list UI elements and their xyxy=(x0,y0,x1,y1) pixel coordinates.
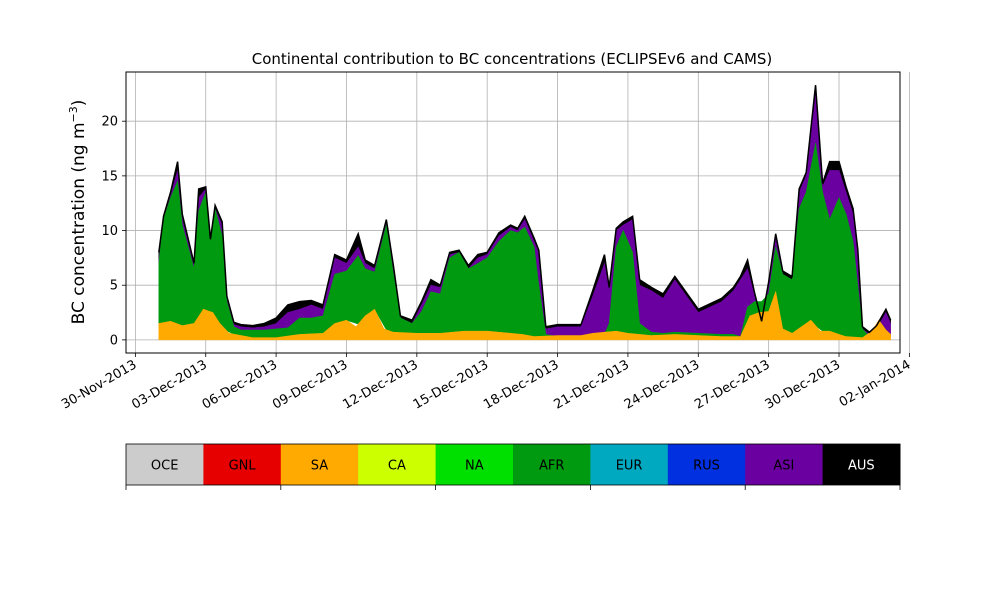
legend-label: RUS xyxy=(693,459,720,474)
y-tick-label: 10 xyxy=(101,224,118,239)
legend-label: EUR xyxy=(616,459,643,474)
y-tick-label: 0 xyxy=(110,333,118,348)
legend-label: CA xyxy=(388,459,406,474)
area-sa xyxy=(158,290,891,341)
axes xyxy=(125,71,901,354)
legend-swatch-afr xyxy=(513,444,591,485)
legend-frame xyxy=(125,443,901,486)
y-tick-label: 15 xyxy=(101,169,118,184)
legend-swatch-sa xyxy=(280,444,359,485)
legend-label: AFR xyxy=(539,459,564,474)
legend-swatch-rus xyxy=(667,444,746,485)
legend-swatch-na xyxy=(435,444,514,485)
stacked-areas xyxy=(158,85,892,341)
legend-label: AUS xyxy=(848,459,875,474)
y-ticks: 0 5 10 15 20 xyxy=(101,115,126,348)
total-line xyxy=(158,85,892,334)
legend-swatch-ca xyxy=(358,444,437,485)
legend-swatch-eur xyxy=(590,444,669,485)
y-axis-label: BC concentration (ng m−3) xyxy=(67,100,89,325)
legend-label: GNL xyxy=(229,459,257,474)
legend-swatch-gnl xyxy=(203,444,282,485)
legend-swatch-aus xyxy=(822,444,901,485)
chart-title: Continental contribution to BC concentra… xyxy=(252,50,773,68)
y-tick-label: 5 xyxy=(110,279,118,294)
plot-frame xyxy=(125,71,901,354)
y-tick-label: 20 xyxy=(101,115,118,130)
legend-label: NA xyxy=(465,459,484,474)
legend-label: OCE xyxy=(151,459,179,474)
legend-swatch-oce xyxy=(126,444,204,485)
legend-label: SA xyxy=(311,459,328,474)
legend-swatch-asi xyxy=(745,444,824,485)
legend-label: ASI xyxy=(773,459,794,474)
legend-colorbar: OCE GNL SA CA NA AFR EUR RUS ASI AUS xyxy=(125,443,901,490)
